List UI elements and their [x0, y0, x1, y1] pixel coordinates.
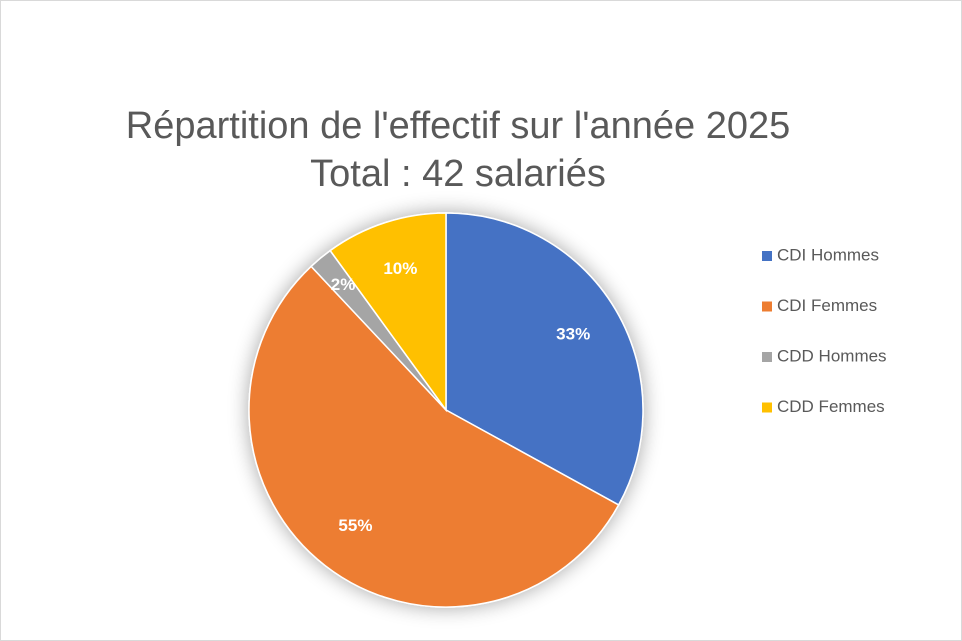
legend-swatch [762, 402, 772, 413]
data-label: 2% [331, 275, 356, 294]
pie-slice [248, 265, 620, 608]
legend-label: CDD Hommes [777, 346, 887, 365]
legend-label: CDI Hommes [777, 245, 879, 264]
legend-swatch [762, 352, 772, 362]
chart-title: Répartition de l'effectif sur l'année 20… [126, 105, 790, 147]
legend-label: CDD Femmes [777, 397, 885, 416]
data-label: 55% [338, 516, 372, 535]
legend-swatch [762, 301, 772, 312]
pie-slice [329, 212, 447, 413]
legend-label: CDI Femmes [777, 296, 877, 315]
pie-slice [445, 212, 644, 506]
chart-subtitle: Total : 42 salariés [310, 153, 606, 195]
pie [248, 212, 644, 608]
legend-swatch [762, 251, 772, 261]
data-label: 33% [556, 324, 590, 343]
data-label: 10% [383, 259, 417, 278]
